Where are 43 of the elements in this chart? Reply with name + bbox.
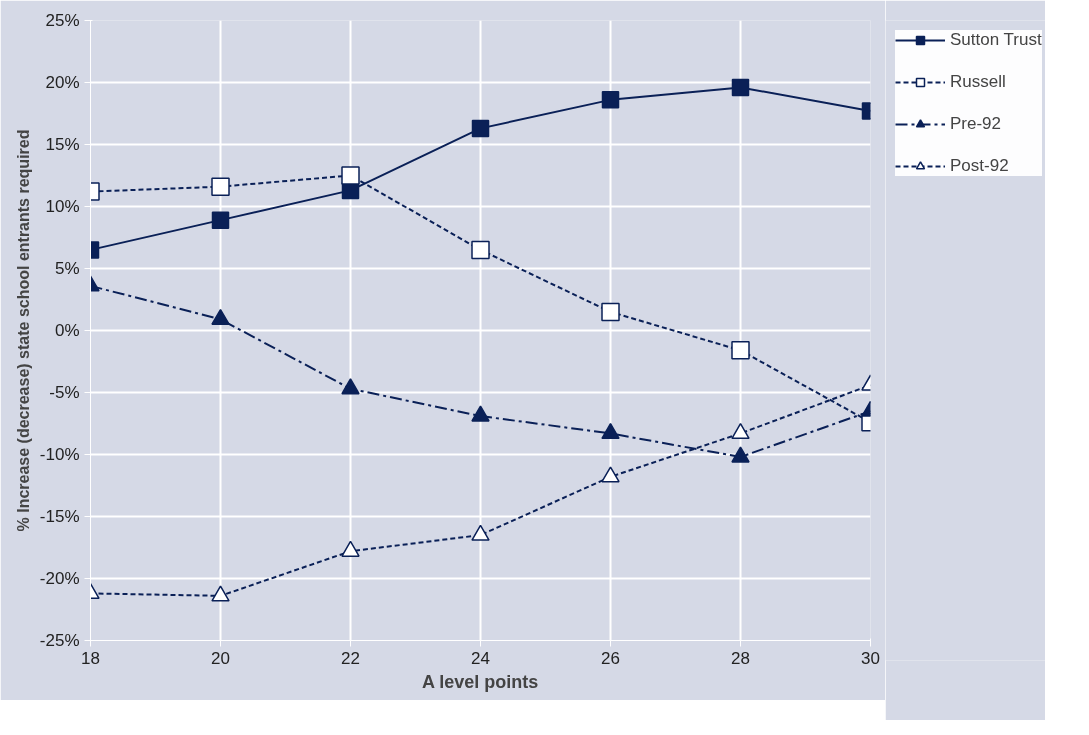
y-tick-label: 10% — [45, 197, 80, 216]
point — [341, 378, 360, 395]
point — [211, 585, 230, 602]
x-tick-label: 30 — [861, 648, 880, 668]
point — [731, 422, 750, 440]
y-tick-label: 5% — [54, 259, 80, 278]
x-tick-label: 18 — [81, 648, 100, 668]
point — [211, 308, 230, 325]
x-tick-label: 28 — [731, 648, 750, 668]
x-tick-label: 26 — [601, 648, 620, 668]
point — [471, 524, 490, 541]
y-tick-label: 15% — [45, 135, 80, 154]
y-tick-label: -15% — [39, 507, 80, 526]
y-tick-label: 25% — [45, 11, 80, 30]
y-tick-label: 20% — [45, 73, 80, 92]
point — [341, 166, 360, 185]
legend-label: Pre-92 — [950, 114, 1002, 134]
point — [211, 177, 230, 196]
point — [341, 540, 360, 557]
y-tick-label: -5% — [49, 383, 80, 402]
y-axis-title: % Increase (decrease) state school entrants required — [14, 129, 32, 532]
point — [601, 91, 620, 109]
point — [471, 240, 490, 260]
y-tick-label: -20% — [39, 569, 80, 588]
legend-label: Russell — [950, 72, 1006, 92]
x-tick-label: 20 — [211, 648, 230, 668]
point — [601, 422, 620, 440]
point — [731, 446, 750, 463]
y-tick-label: -25% — [39, 631, 80, 650]
y-tick-label: -10% — [39, 445, 80, 464]
legend-label: Post-92 — [950, 156, 1009, 176]
point — [731, 341, 750, 360]
point — [471, 119, 490, 138]
y-tick-label: 0% — [54, 321, 80, 340]
x-tick-label: 22 — [341, 648, 360, 668]
point — [601, 302, 620, 322]
point — [471, 405, 490, 422]
x-tick-label: 24 — [471, 648, 490, 668]
legend-label: Sutton Trust — [950, 30, 1042, 50]
point — [211, 211, 230, 229]
point — [601, 466, 620, 483]
x-axis-title: A level points — [421, 671, 539, 692]
point — [731, 78, 750, 97]
